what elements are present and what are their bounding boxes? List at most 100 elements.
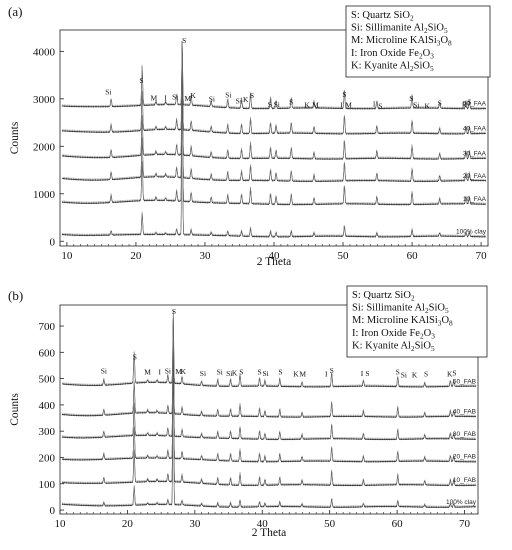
peak-annotation: S bbox=[365, 369, 369, 378]
series-line-shadow bbox=[61, 40, 487, 134]
peak-annotation: S bbox=[289, 98, 293, 107]
x-tick-label: 50 bbox=[324, 518, 336, 530]
series-line bbox=[61, 41, 487, 135]
series-label: 30_FAB bbox=[453, 431, 476, 438]
y-tick-label: 0 bbox=[50, 236, 56, 248]
series-label: 40_FAB bbox=[453, 409, 476, 416]
peak-annotation: S bbox=[330, 366, 334, 375]
peak-annotation: S bbox=[133, 352, 137, 361]
series-label: 50_FAA bbox=[463, 100, 487, 107]
peak-annotation: S bbox=[250, 91, 254, 100]
series-line bbox=[61, 323, 477, 487]
peak-annotation: Si bbox=[105, 88, 111, 97]
peak-annotation: Si bbox=[172, 92, 178, 101]
peak-annotation: Si bbox=[209, 95, 215, 104]
peak-annotation: M bbox=[299, 370, 306, 379]
peak-annotation: Si bbox=[413, 100, 419, 109]
peak-annotation: S bbox=[172, 307, 176, 316]
peak-annotation: S bbox=[424, 370, 428, 379]
series-line-shadow bbox=[61, 322, 477, 486]
y-tick-label: 400 bbox=[39, 400, 56, 412]
series-label: 40_FAA bbox=[463, 125, 487, 132]
panel-label: (a) bbox=[8, 4, 22, 19]
peak-annotation: K bbox=[181, 367, 187, 376]
series-line-shadow bbox=[61, 316, 477, 417]
series-line bbox=[61, 42, 487, 110]
peak-annotation: S bbox=[396, 368, 400, 377]
legend-box bbox=[345, 5, 491, 78]
peak-annotation: S bbox=[342, 90, 346, 99]
peak-annotation: K bbox=[243, 95, 249, 104]
panel-a: 10 20 30 40 50 60 70 0 1000 2000 3000 4000 2 Theta Co… bbox=[8, 4, 491, 268]
y-tick-label: 100 bbox=[39, 479, 56, 491]
series-line-shadow bbox=[61, 41, 487, 109]
series-line-shadow bbox=[62, 319, 477, 462]
peak-annotation: Si bbox=[200, 369, 206, 378]
y-tick-label: 300 bbox=[39, 426, 56, 438]
peak-annotation: S bbox=[467, 98, 471, 107]
x-tick-label: 50 bbox=[338, 250, 350, 262]
series-line-shadow bbox=[61, 310, 477, 387]
series-line-shadow bbox=[61, 49, 486, 237]
peak-annotation: K bbox=[462, 100, 468, 109]
series-line-shadow bbox=[61, 43, 487, 205]
legend-box bbox=[346, 285, 488, 358]
peak-annotation: I bbox=[159, 368, 162, 377]
x-tick-label: 30 bbox=[199, 250, 211, 262]
peak-annotation: M bbox=[184, 94, 191, 103]
y-axis-label: Counts bbox=[9, 121, 21, 154]
y-tick-label: 600 bbox=[39, 347, 56, 359]
y-tick-label: 3000 bbox=[33, 94, 56, 106]
legend-entry: K: Kyanite Al2SiO5 bbox=[352, 340, 435, 353]
legend-entry: K: Kyanite Al2SiO5 bbox=[351, 60, 434, 73]
panel-label: (b) bbox=[8, 288, 23, 303]
peak-annotation: K bbox=[425, 101, 431, 110]
series-line bbox=[61, 318, 477, 441]
series-label: 100% clay bbox=[446, 499, 477, 506]
y-tick-label: 1000 bbox=[33, 189, 56, 201]
series-line bbox=[61, 49, 486, 238]
legend-entry: M: Microline KAlSi3O8 bbox=[352, 315, 453, 328]
series-label: 100% clay bbox=[456, 229, 487, 236]
peak-annotation: S bbox=[278, 367, 282, 376]
peak-annotation: I bbox=[361, 369, 364, 378]
peak-annotation: I bbox=[340, 100, 343, 109]
peak-annotation: M bbox=[144, 368, 151, 377]
peak-annotation: Si bbox=[274, 100, 280, 109]
peak-annotation: Si bbox=[262, 369, 268, 378]
peak-annotation: S bbox=[409, 94, 413, 103]
x-tick-label: 20 bbox=[130, 250, 142, 262]
peak-annotation: M bbox=[312, 100, 319, 109]
series-line bbox=[61, 41, 487, 183]
x-tick-label: 10 bbox=[61, 250, 73, 262]
peak-annotation: Si bbox=[226, 369, 232, 378]
peak-annotation: Si bbox=[225, 90, 231, 99]
peak-annotation: K bbox=[232, 368, 238, 377]
series-line bbox=[61, 310, 477, 388]
peak-annotation: S bbox=[378, 101, 382, 110]
peak-annotation: S bbox=[139, 76, 143, 85]
y-tick-label: 200 bbox=[39, 452, 56, 464]
legend-entry: M: Microline KAlSi3O8 bbox=[351, 35, 452, 48]
peak-annotation: Si bbox=[236, 97, 242, 106]
series-line bbox=[61, 44, 487, 206]
x-tick-label: 60 bbox=[392, 518, 404, 530]
legend-entry: Si: Sillimanite Al2SiO5 bbox=[352, 303, 449, 316]
series-line-shadow bbox=[61, 40, 487, 159]
series-line bbox=[61, 321, 477, 509]
y-tick-label: 700 bbox=[39, 321, 56, 333]
peak-annotation: S bbox=[268, 100, 272, 109]
x-tick-label: 20 bbox=[122, 518, 134, 530]
peak-annotation: M bbox=[345, 100, 352, 109]
peak-annotation: I bbox=[373, 99, 376, 108]
peak-annotation: S bbox=[239, 367, 243, 376]
peak-annotation: K bbox=[191, 91, 197, 100]
series-line-shadow bbox=[61, 41, 487, 182]
series-line bbox=[61, 41, 487, 160]
peak-annotation: S bbox=[438, 98, 442, 107]
series-label: 50_FAB bbox=[453, 378, 476, 385]
x-tick-label: 40 bbox=[257, 518, 269, 530]
x-tick-label: 40 bbox=[269, 250, 281, 262]
